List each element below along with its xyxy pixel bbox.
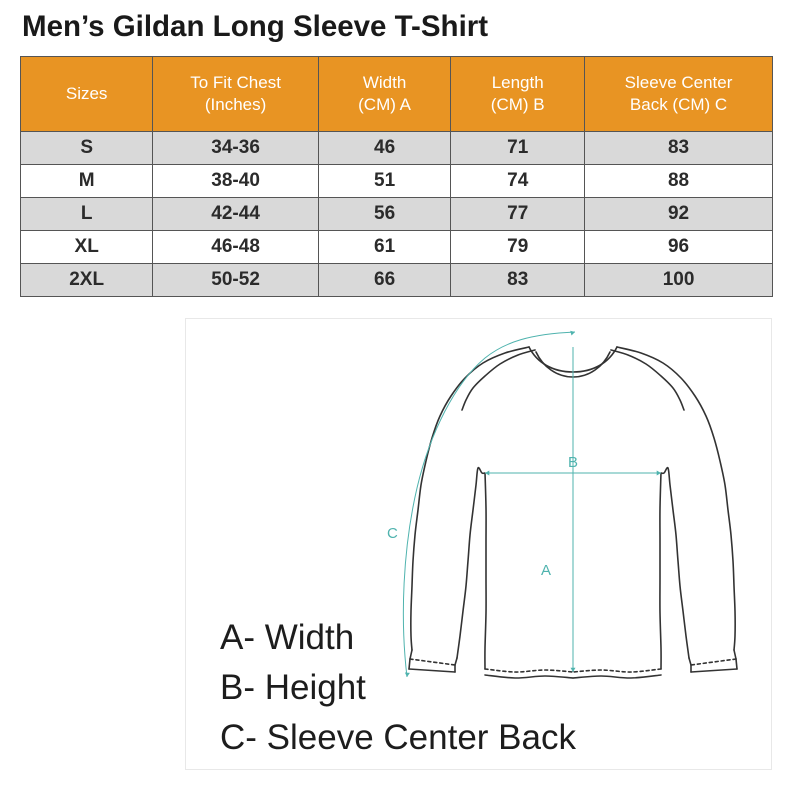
svg-text:C: C <box>387 525 398 542</box>
svg-text:A: A <box>541 562 551 579</box>
svg-text:B: B <box>568 454 578 471</box>
